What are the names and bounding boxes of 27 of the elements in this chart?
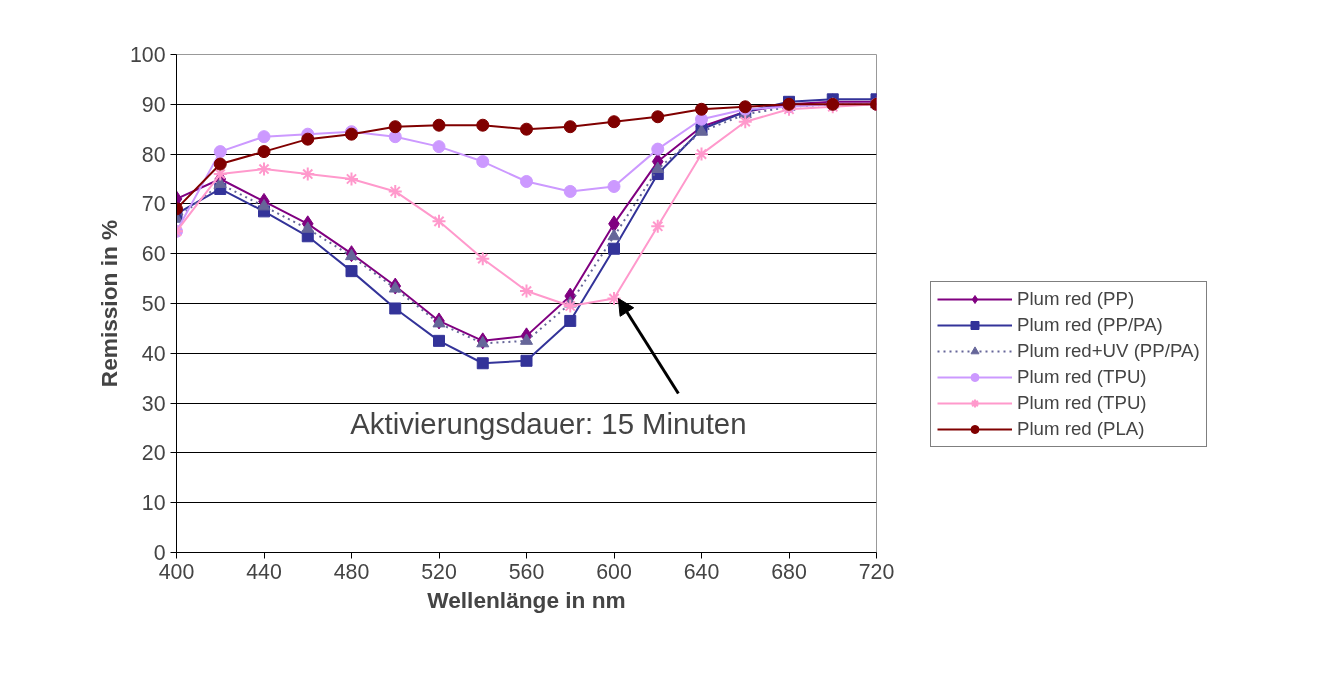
legend-label: Plum red (TPU) [1017,366,1147,388]
y-tick-label: 100 [129,43,166,67]
x-tick-label: 680 [771,559,807,584]
legend-label: Plum red (PP) [1017,288,1135,310]
y-tick-label: 60 [141,242,166,267]
x-axis-title: Wellenlänge in nm [427,586,626,613]
x-tick-label: 520 [421,559,457,584]
legend-label: Plum red (PP/PA) [1017,314,1163,336]
x-tick-label: 480 [333,559,370,584]
y-tick-label: 50 [141,292,166,316]
y-tick-label: 30 [141,391,166,416]
y-tick-label: 20 [141,441,166,466]
y-tick-label: 70 [141,192,166,217]
y-tick-label: 90 [141,92,166,117]
y-tick-label: 10 [141,491,166,516]
x-tick-label: 440 [246,559,282,584]
y-tick-label: 40 [141,341,166,366]
y-tick-label: 80 [141,142,166,167]
annotation: Aktivierungsdauer: 15 Minuten [350,407,747,441]
legend-label: Plum red+UV (PP/PA) [1017,340,1200,362]
x-tick-label: 720 [858,559,895,584]
y-axis-title: Remission in % [95,219,122,388]
legend-label: Plum red (PLA) [1017,418,1145,440]
x-tick-label: 600 [596,559,632,584]
legend-label: Plum red (TPU) [1017,392,1147,414]
x-tick-label: 560 [508,559,545,584]
x-tick-label: 640 [683,559,720,584]
